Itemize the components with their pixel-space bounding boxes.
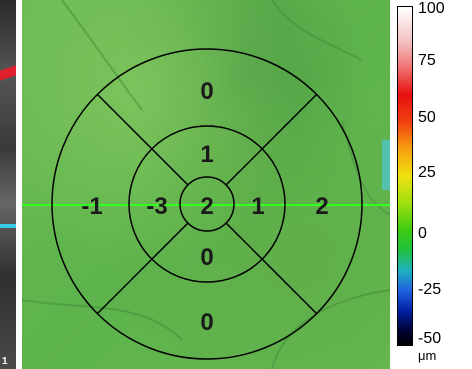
center-ring [179, 176, 235, 232]
inner-inferior-value: 0 [200, 244, 213, 271]
scale-label-100: 100 [418, 0, 445, 17]
inner-ring [128, 125, 286, 283]
outer-nasal-value: 2 [315, 193, 328, 220]
center-value: 2 [200, 193, 213, 220]
segmentation-line-red [0, 65, 16, 81]
retinal-thickness-map[interactable]: 0 1 2 -3 1 -1 2 0 0 [22, 0, 390, 369]
outer-temporal-value: -1 [81, 193, 102, 220]
outer-ring [51, 48, 363, 360]
inner-superior-value: 1 [200, 141, 213, 168]
scale-label-0: 0 [418, 225, 427, 242]
scale-label-minus-50: -50 [418, 330, 442, 347]
segmentation-line-cyan [0, 224, 16, 228]
color-scale-bar [397, 6, 413, 346]
scale-unit: μm [418, 348, 437, 363]
scale-label-minus-25: -25 [418, 281, 442, 298]
etdrs-grid: 0 1 2 -3 1 -1 2 0 0 [22, 0, 390, 369]
grid-dividers [96, 93, 318, 315]
strip-tick-label: 1 [2, 356, 8, 367]
edge-artifact [382, 140, 390, 190]
inner-temporal-value: -3 [146, 193, 167, 220]
outer-superior-value: 0 [200, 78, 213, 105]
scale-label-75: 75 [418, 52, 436, 69]
outer-inferior-value: 0 [200, 309, 213, 336]
oct-scan-strip: 1 [0, 0, 16, 369]
scale-label-50: 50 [418, 109, 436, 126]
inner-nasal-value: 1 [251, 193, 264, 220]
scale-label-25: 25 [418, 164, 436, 181]
